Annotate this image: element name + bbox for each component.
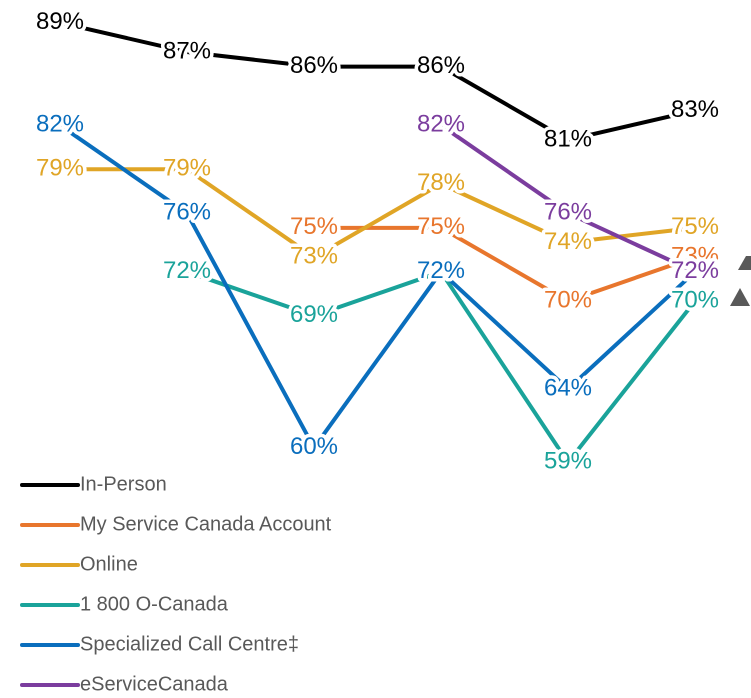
data-label: 82% — [417, 111, 465, 138]
series-line — [439, 123, 696, 274]
series-line — [60, 167, 696, 260]
legend-label: Specialized Call Centre‡ — [80, 633, 299, 655]
legend-label: My Service Canada Account — [80, 513, 332, 535]
legend-label: In-Person — [80, 473, 167, 495]
data-label: 72% — [671, 257, 719, 284]
data-label: 74% — [544, 228, 592, 255]
data-label: 75% — [671, 213, 719, 240]
data-label: 86% — [417, 52, 465, 79]
data-label: 64% — [544, 374, 592, 401]
data-label: 81% — [544, 125, 592, 152]
data-label: 73% — [671, 243, 719, 270]
data-label: 79% — [36, 155, 84, 182]
data-label: 89% — [36, 8, 84, 35]
plot — [58, 20, 697, 465]
series-line — [59, 20, 696, 142]
data-label: 73% — [290, 243, 338, 270]
data-label: 69% — [290, 301, 338, 328]
data-label: 75% — [290, 213, 338, 240]
marker-icon — [738, 256, 751, 270]
marker-icon — [730, 288, 750, 306]
legend: In-Person My Service Canada Account Online… — [20, 473, 332, 695]
data-label: 86% — [290, 52, 338, 79]
data-label: 87% — [163, 37, 211, 64]
series-line — [314, 225, 696, 304]
data-label: 72% — [417, 257, 465, 284]
data-label: 82% — [36, 111, 84, 138]
legend-label: 1 800 O-Canada — [80, 593, 229, 615]
data-label: 79% — [163, 155, 211, 182]
data-label: 70% — [544, 286, 592, 313]
series-line — [58, 123, 697, 450]
data-label: 72% — [163, 257, 211, 284]
legend-label: eServiceCanada — [80, 673, 229, 695]
data-label: 70% — [671, 286, 719, 313]
data-label: 83% — [671, 96, 719, 123]
data-label: 75% — [417, 213, 465, 240]
data-labels: 89%87%86% 86%81%83%75% 75%70%73%79% 79%73%7… — [32, 5, 722, 479]
data-label: 76% — [544, 199, 592, 226]
data-label: 76% — [163, 199, 211, 226]
series-line — [186, 269, 697, 465]
data-label: 72% — [417, 257, 465, 284]
data-label: 78% — [417, 169, 465, 196]
data-label: 60% — [290, 433, 338, 460]
data-label: 72% — [671, 257, 719, 284]
data-label: 59% — [544, 448, 592, 475]
legend-label: Online — [80, 553, 138, 575]
